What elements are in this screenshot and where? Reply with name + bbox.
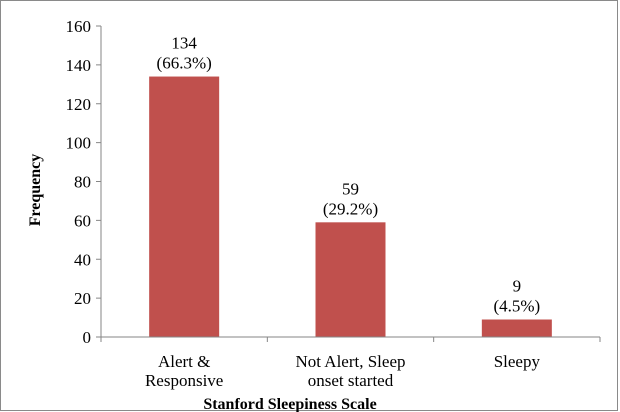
data-labels: 134(66.3%) 59(29.2%) 9(4.5%) [157, 34, 541, 316]
y-tick-label: 60 [74, 211, 91, 230]
y-tick-label: 80 [74, 173, 91, 192]
y-axis: 0 20 40 60 80 100 120 140 160 [66, 17, 101, 347]
bar [315, 222, 386, 337]
data-label: 59 [342, 179, 359, 198]
bar [481, 319, 552, 337]
x-category-label: Responsive [145, 371, 223, 390]
bar [149, 76, 220, 337]
y-tick-label: 100 [66, 134, 92, 153]
data-label: (29.2%) [323, 199, 378, 218]
x-axis-title: Stanford Sleepiness Scale [203, 396, 376, 412]
data-label: (4.5%) [493, 297, 540, 316]
data-label: (66.3%) [157, 54, 212, 73]
y-tick-label: 120 [66, 95, 92, 114]
y-tick-label: 160 [66, 17, 92, 36]
data-label: 134 [171, 34, 197, 53]
data-label: 9 [513, 277, 522, 296]
y-tick-label: 20 [74, 289, 91, 308]
bars [149, 76, 552, 337]
y-tick-label: 140 [66, 56, 92, 75]
y-axis-title: Frequency [27, 154, 44, 227]
x-category-label: onset started [308, 371, 394, 390]
x-category-label: Alert & [158, 352, 210, 371]
y-tick-label: 40 [74, 250, 91, 269]
x-category-label: Sleepy [494, 352, 541, 371]
y-tick-label: 0 [83, 328, 92, 347]
x-category-label: Not Alert, Sleep [295, 352, 405, 371]
